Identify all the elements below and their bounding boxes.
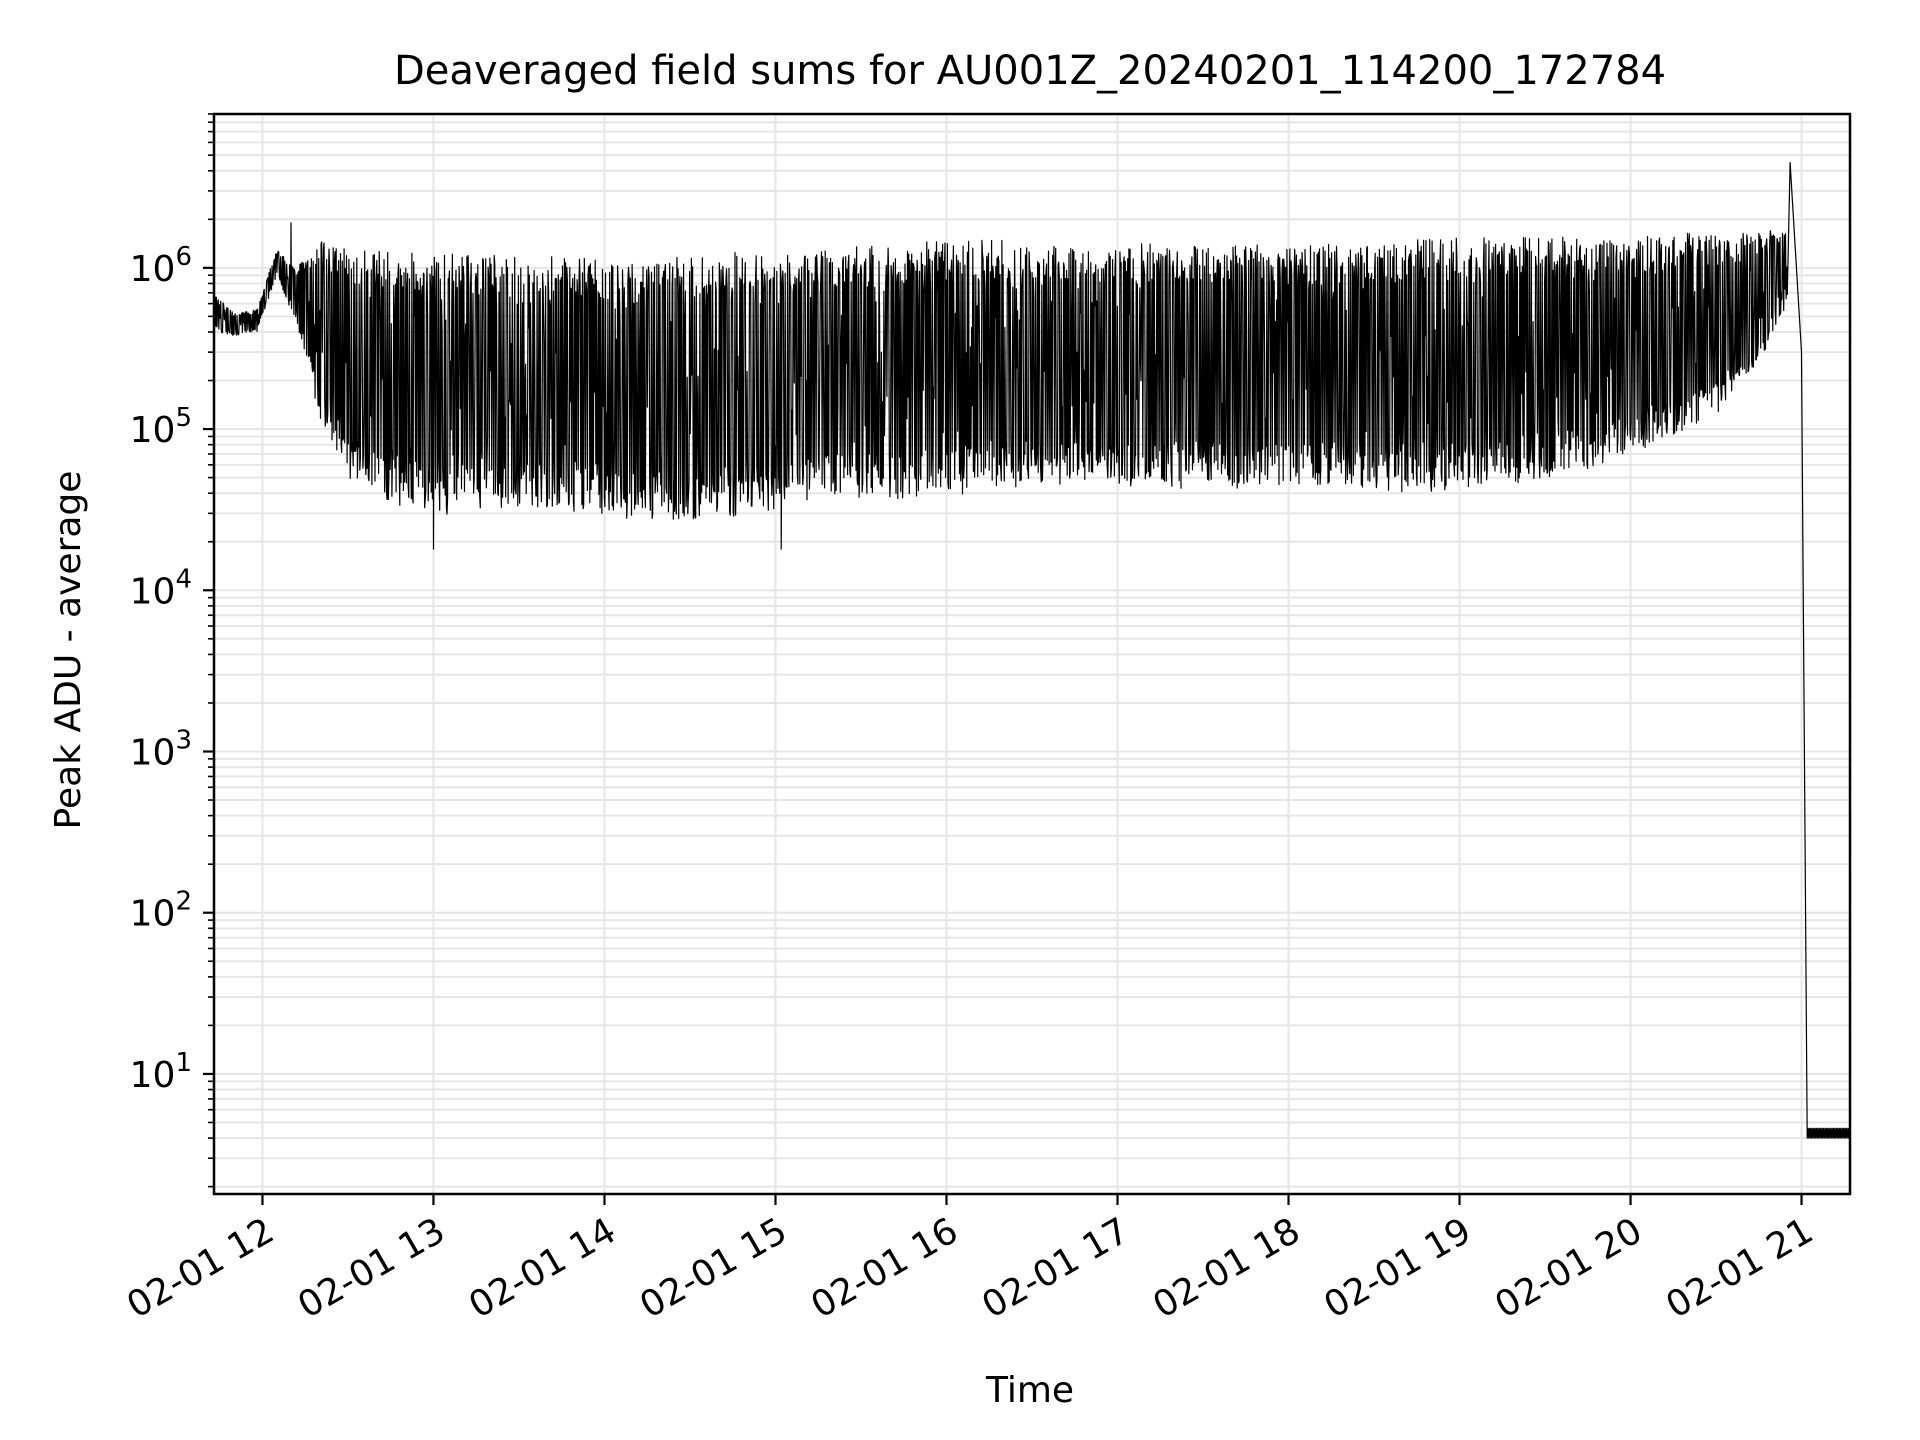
y-axis-label: Peak ADU - average — [48, 471, 89, 830]
grid — [214, 113, 1850, 1194]
y-tick-label: 103 — [130, 725, 192, 773]
y-tick-label: 105 — [130, 403, 192, 451]
chart-title: Deaveraged field sums for AU001Z_2024020… — [394, 48, 1666, 94]
y-tick-label: 104 — [130, 564, 192, 612]
y-axis: 101 102 103 104 105 106 — [130, 242, 214, 1096]
series-line — [213, 161, 1851, 1139]
y-minor-ticks — [208, 113, 214, 1188]
y-tick-label: 102 — [130, 887, 192, 935]
y-tick-label: 101 — [130, 1048, 192, 1096]
y-tick-label: 106 — [130, 242, 192, 290]
x-axis-label: Time — [985, 1370, 1074, 1411]
